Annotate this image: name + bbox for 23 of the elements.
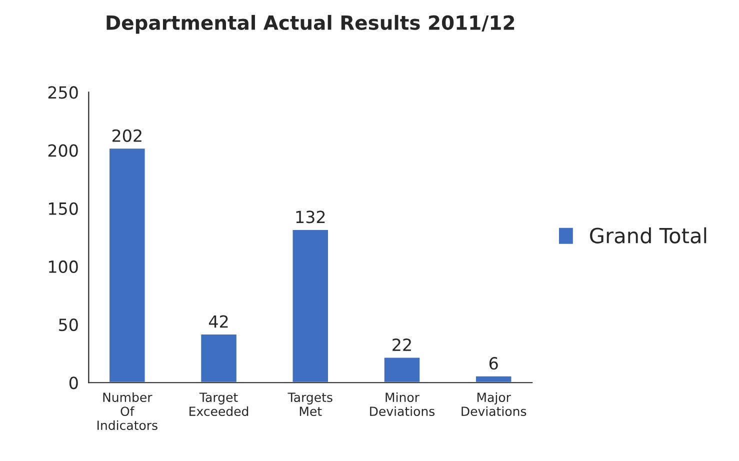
x-tick-label: Targets Met (288, 392, 332, 416)
y-tick-label: 0 (69, 376, 78, 390)
x-tick-label: Major Deviations (462, 392, 526, 416)
data-label: 22 (392, 338, 411, 351)
bar (291, 228, 330, 383)
data-label: 132 (296, 210, 325, 224)
data-label: 202 (112, 129, 142, 142)
y-tick-label: 100 (48, 260, 78, 274)
data-label: 6 (489, 357, 498, 370)
bar (200, 333, 238, 383)
y-tick-label: 250 (48, 86, 78, 99)
y-tick-label: 200 (48, 144, 78, 157)
x-tick-label: Number Of Indicators (98, 392, 158, 430)
bar (382, 356, 422, 383)
y-tick-label: 150 (48, 202, 78, 215)
chart-title: Departmental Actual Results 2011/12 (106, 14, 514, 34)
data-label: 42 (208, 315, 228, 328)
bar (108, 147, 146, 383)
y-tick-label: 50 (59, 318, 78, 332)
legend-label: Grand Total (590, 227, 706, 244)
bar (474, 374, 513, 383)
x-tick-label: Target Exceeded (190, 392, 248, 416)
x-tick-label: Minor Deviations (370, 392, 435, 416)
